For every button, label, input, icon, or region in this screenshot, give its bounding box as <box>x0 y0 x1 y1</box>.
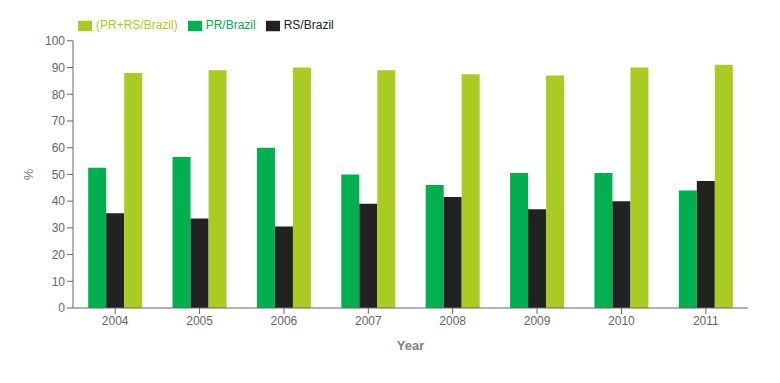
svg-text:2004: 2004 <box>102 314 129 328</box>
svg-text:10: 10 <box>52 275 66 289</box>
html-text:RS/Brazil: RS/Brazil <box>283 18 334 32</box>
svg-text:60: 60 <box>52 141 66 155</box>
svg-text:50: 50 <box>52 168 66 182</box>
svg-text:Year: Year <box>397 338 424 353</box>
svg-text:2008: 2008 <box>439 314 466 328</box>
svg-text:2005: 2005 <box>186 314 213 328</box>
svg-text:2007: 2007 <box>355 314 382 328</box>
svg-text:70: 70 <box>52 114 66 128</box>
html-text:(PR+RS/Brazil): (PR+RS/Brazil) <box>96 18 178 32</box>
svg-text:90: 90 <box>52 61 66 75</box>
svg-text:2006: 2006 <box>271 314 298 328</box>
svg-text:100: 100 <box>45 34 65 48</box>
svg-text:%: % <box>21 168 36 180</box>
svg-text:40: 40 <box>52 194 66 208</box>
svg-text:2010: 2010 <box>608 314 635 328</box>
svg-text:2011: 2011 <box>693 314 719 328</box>
svg-text:20: 20 <box>52 248 66 262</box>
svg-text:2009: 2009 <box>524 314 551 328</box>
svg-text:0: 0 <box>58 301 65 315</box>
svg-text:80: 80 <box>52 88 66 102</box>
html-text:PR/Brazil: PR/Brazil <box>205 18 256 32</box>
svg-text:30: 30 <box>52 221 66 235</box>
